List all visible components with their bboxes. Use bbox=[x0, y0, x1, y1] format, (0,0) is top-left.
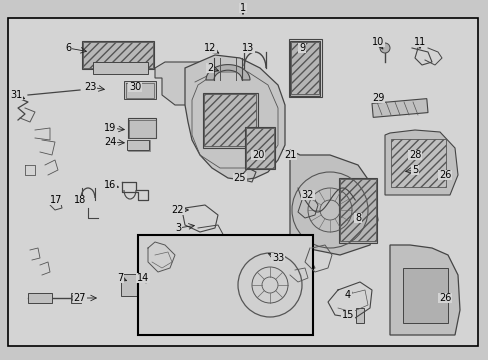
Text: 25: 25 bbox=[233, 173, 246, 183]
Text: 32: 32 bbox=[301, 190, 314, 200]
Text: 12: 12 bbox=[203, 43, 216, 53]
Polygon shape bbox=[289, 40, 319, 95]
Text: 26: 26 bbox=[438, 170, 450, 180]
Text: 24: 24 bbox=[103, 137, 116, 147]
Polygon shape bbox=[289, 150, 377, 255]
Polygon shape bbox=[184, 55, 285, 180]
Text: 30: 30 bbox=[129, 82, 141, 92]
Polygon shape bbox=[389, 245, 459, 335]
Polygon shape bbox=[92, 62, 147, 74]
Text: 4: 4 bbox=[344, 290, 350, 300]
Text: 9: 9 bbox=[298, 43, 305, 53]
Text: 15: 15 bbox=[341, 310, 353, 320]
Text: 2: 2 bbox=[206, 63, 213, 73]
Text: 27: 27 bbox=[74, 293, 86, 303]
Polygon shape bbox=[402, 267, 447, 323]
Polygon shape bbox=[127, 140, 149, 150]
Text: 19: 19 bbox=[103, 123, 116, 133]
Polygon shape bbox=[124, 81, 156, 99]
Text: 13: 13 bbox=[242, 43, 254, 53]
Bar bbox=[138, 235, 312, 335]
Text: 31: 31 bbox=[10, 90, 22, 100]
Polygon shape bbox=[384, 130, 457, 195]
Text: 6: 6 bbox=[65, 43, 71, 53]
Polygon shape bbox=[338, 177, 376, 243]
Text: 33: 33 bbox=[271, 253, 284, 263]
Text: 3: 3 bbox=[175, 223, 181, 233]
Polygon shape bbox=[205, 64, 249, 80]
Polygon shape bbox=[355, 307, 363, 323]
Polygon shape bbox=[28, 293, 52, 303]
Text: 21: 21 bbox=[283, 150, 296, 160]
Text: 18: 18 bbox=[74, 195, 86, 205]
Text: 26: 26 bbox=[438, 293, 450, 303]
Polygon shape bbox=[121, 274, 139, 296]
Text: 20: 20 bbox=[251, 150, 264, 160]
Text: 16: 16 bbox=[103, 180, 116, 190]
Text: 10: 10 bbox=[371, 37, 384, 47]
Circle shape bbox=[379, 43, 389, 53]
Text: 5: 5 bbox=[411, 165, 417, 175]
Polygon shape bbox=[371, 99, 427, 117]
Polygon shape bbox=[128, 118, 156, 138]
Text: 22: 22 bbox=[171, 205, 184, 215]
Text: 17: 17 bbox=[50, 195, 62, 205]
Text: 14: 14 bbox=[137, 273, 149, 283]
Polygon shape bbox=[202, 93, 257, 148]
Text: 1: 1 bbox=[240, 3, 245, 13]
Polygon shape bbox=[244, 127, 274, 169]
Text: 8: 8 bbox=[354, 213, 360, 223]
Text: 7: 7 bbox=[117, 273, 123, 283]
Polygon shape bbox=[71, 293, 81, 303]
Text: 23: 23 bbox=[83, 82, 96, 92]
Text: 11: 11 bbox=[413, 37, 425, 47]
Polygon shape bbox=[82, 41, 154, 69]
Text: 28: 28 bbox=[408, 150, 420, 160]
Text: 29: 29 bbox=[371, 93, 384, 103]
Polygon shape bbox=[155, 62, 204, 105]
